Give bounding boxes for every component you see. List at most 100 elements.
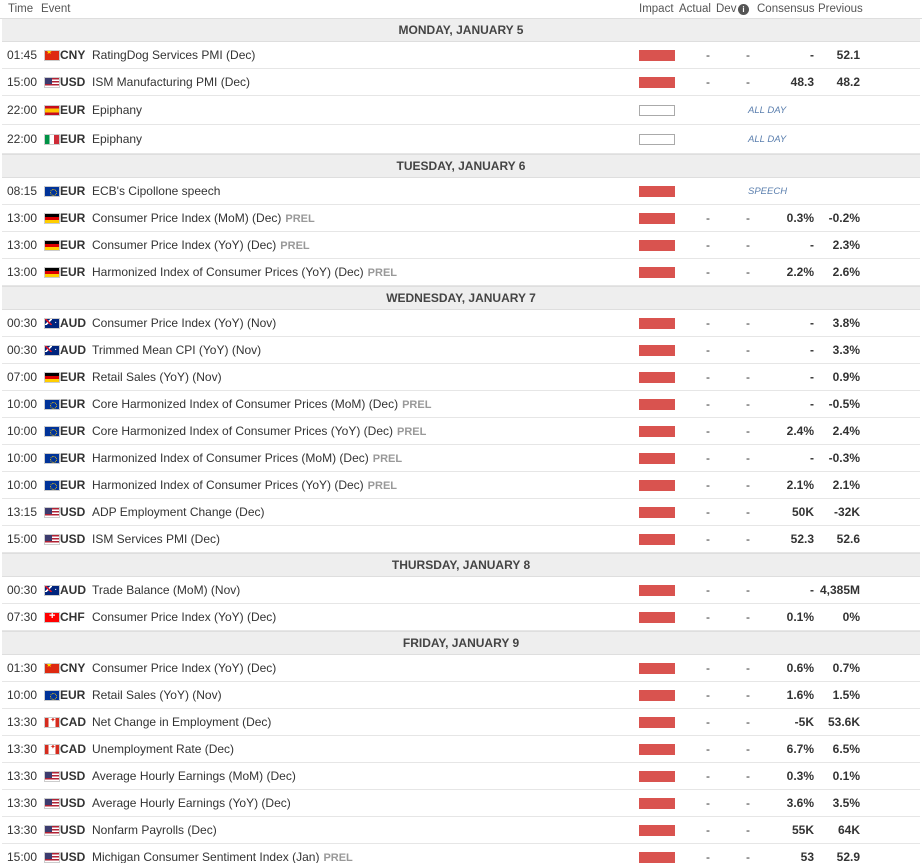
event-title[interactable]: Unemployment Rate (Dec) bbox=[92, 742, 235, 756]
event-row[interactable]: 13:30 USD Nonfarm Payrolls (Dec) - - 55K 64K bbox=[2, 817, 920, 844]
impact-bar bbox=[639, 798, 675, 809]
event-title[interactable]: Core Harmonized Index of Consumer Prices… bbox=[92, 397, 399, 411]
flag-eu-icon bbox=[44, 480, 60, 491]
event-name[interactable]: ECB's Cipollone speech bbox=[92, 184, 220, 198]
event-name[interactable]: Retail Sales (YoY) (Nov) bbox=[92, 370, 222, 384]
event-name[interactable]: ADP Employment Change (Dec) bbox=[92, 505, 265, 519]
event-row[interactable]: 22:00 EUR Epiphany ALL DAY bbox=[2, 96, 920, 125]
event-name[interactable]: Epiphany bbox=[92, 103, 142, 117]
event-title[interactable]: Harmonized Index of Consumer Prices (MoM… bbox=[92, 451, 369, 465]
event-row[interactable]: 13:30 CAD Unemployment Rate (Dec) - - 6.7% 6.5… bbox=[2, 736, 920, 763]
event-title[interactable]: ECB's Cipollone speech bbox=[92, 184, 221, 198]
consensus-value: - bbox=[810, 343, 814, 357]
event-title[interactable]: Average Hourly Earnings (MoM) (Dec) bbox=[92, 769, 296, 783]
event-name[interactable]: Trimmed Mean CPI (YoY) (Nov) bbox=[92, 343, 261, 357]
event-row[interactable]: 00:30AUDTrade Balance (MoM) (Nov)---4,38… bbox=[2, 577, 920, 604]
event-title[interactable]: Consumer Price Index (YoY) (Nov) bbox=[92, 316, 277, 330]
event-name[interactable]: Average Hourly Earnings (YoY) (Dec) bbox=[92, 796, 291, 810]
event-time: 13:30 bbox=[7, 715, 38, 729]
event-title[interactable]: Consumer Price Index (YoY) (Dec) bbox=[92, 610, 277, 624]
event-name[interactable]: Consumer Price Index (MoM) (Dec) PREL bbox=[92, 211, 315, 225]
event-row[interactable]: 13:00 EUR Harmonized Index of Consumer Pri… bbox=[2, 259, 920, 286]
event-row[interactable]: 01:45 CNY RatingDog Services PMI (Dec) - - - 5… bbox=[2, 42, 920, 69]
event-name[interactable]: ISM Services PMI (Dec) bbox=[92, 532, 220, 546]
flag-it-icon bbox=[44, 134, 60, 145]
event-currency: AUD bbox=[60, 583, 86, 597]
deviation-value: - bbox=[746, 75, 750, 89]
event-title[interactable]: Epiphany bbox=[92, 103, 143, 117]
event-row[interactable]: 10:00 EUR Core Harmonized Index of Consume… bbox=[2, 418, 920, 445]
event-title[interactable]: Retail Sales (YoY) (Nov) bbox=[92, 370, 222, 384]
event-row[interactable]: 13:30 CAD Net Change in Employment (Dec) - -… bbox=[2, 709, 920, 736]
event-title[interactable]: Harmonized Index of Consumer Prices (YoY… bbox=[92, 265, 364, 279]
event-name[interactable]: Average Hourly Earnings (MoM) (Dec) bbox=[92, 769, 296, 783]
event-row[interactable]: 10:00 EUR Retail Sales (YoY) (Nov) - - 1.6% 1.… bbox=[2, 682, 920, 709]
event-name[interactable]: Consumer Price Index (YoY) (Dec) PREL bbox=[92, 238, 310, 252]
event-row[interactable]: 15:00 USD ISM Manufacturing PMI (Dec) - - 48.… bbox=[2, 69, 920, 96]
impact-bar bbox=[639, 213, 675, 224]
event-row[interactable]: 00:30 AUD Trimmed Mean CPI (YoY) (Nov) - - - 3… bbox=[2, 337, 920, 364]
previous-value: 4,385M bbox=[819, 583, 860, 597]
event-row[interactable]: 13:00 EUR Consumer Price Index (MoM) (Dec)… bbox=[2, 205, 920, 232]
event-row[interactable]: 07:30 CHF Consumer Price Index (YoY) (Dec)… bbox=[2, 604, 920, 631]
consensus-value: 53 bbox=[800, 850, 814, 863]
event-name[interactable]: Michigan Consumer Sentiment Index (Jan) P… bbox=[92, 850, 353, 863]
event-name[interactable]: Unemployment Rate (Dec) bbox=[92, 742, 234, 756]
deviation-value: - bbox=[746, 532, 750, 546]
event-name[interactable]: ISM Manufacturing PMI (Dec) bbox=[92, 75, 250, 89]
event-title[interactable]: ISM Manufacturing PMI (Dec) bbox=[92, 75, 251, 89]
event-title[interactable]: Nonfarm Payrolls (Dec) bbox=[92, 823, 217, 837]
event-name[interactable]: Consumer Price Index (YoY) (Nov) bbox=[92, 316, 276, 330]
event-title[interactable]: Consumer Price Index (MoM) (Dec) bbox=[92, 211, 282, 225]
event-name[interactable]: Trade Balance (MoM) (Nov) bbox=[92, 583, 240, 597]
event-row[interactable]: 08:15 EUR ECB's Cipollone speech SPEECH bbox=[2, 178, 920, 205]
event-title[interactable]: RatingDog Services PMI (Dec) bbox=[92, 48, 256, 62]
event-name[interactable]: Retail Sales (YoY) (Nov) bbox=[92, 688, 222, 702]
event-title[interactable]: Net Change in Employment (Dec) bbox=[92, 715, 272, 729]
event-name[interactable]: Consumer Price Index (YoY) (Dec) bbox=[92, 610, 276, 624]
event-row[interactable]: 10:00 EUR Harmonized Index of Consumer Pri… bbox=[2, 472, 920, 499]
consensus-value: 48.3 bbox=[790, 75, 814, 89]
event-row[interactable]: 13:30 USD Average Hourly Earnings (YoY) (D… bbox=[2, 790, 920, 817]
event-title[interactable]: Core Harmonized Index of Consumer Prices… bbox=[92, 424, 394, 438]
event-title[interactable]: Harmonized Index of Consumer Prices (YoY… bbox=[92, 478, 364, 492]
event-title[interactable]: ADP Employment Change (Dec) bbox=[92, 505, 265, 519]
event-row[interactable]: 10:00 EUR Core Harmonized Index of Consume… bbox=[2, 391, 920, 418]
event-row[interactable]: 22:00 EUR Epiphany ALL DAY bbox=[2, 125, 920, 154]
event-row[interactable]: 10:00 EUR Harmonized Index of Consumer Pri… bbox=[2, 445, 920, 472]
event-name[interactable]: RatingDog Services PMI (Dec) bbox=[92, 48, 255, 62]
event-title[interactable]: Epiphany bbox=[92, 132, 143, 146]
flag-us-icon bbox=[44, 852, 60, 863]
event-name[interactable]: Harmonized Index of Consumer Prices (YoY… bbox=[92, 478, 397, 492]
info-icon[interactable]: i bbox=[738, 4, 749, 15]
event-row[interactable]: 13:00 EUR Consumer Price Index (YoY) (Dec)… bbox=[2, 232, 920, 259]
event-title[interactable]: Retail Sales (YoY) (Nov) bbox=[92, 688, 222, 702]
event-name[interactable]: Core Harmonized Index of Consumer Prices… bbox=[92, 397, 431, 411]
event-name[interactable]: Net Change in Employment (Dec) bbox=[92, 715, 271, 729]
consensus-value: - bbox=[810, 238, 814, 252]
event-title[interactable]: Consumer Price Index (YoY) (Dec) bbox=[92, 238, 277, 252]
event-name[interactable]: Harmonized Index of Consumer Prices (YoY… bbox=[92, 265, 397, 279]
previous-value: 2.3% bbox=[832, 238, 860, 252]
event-row[interactable]: 13:15 USD ADP Employment Change (Dec) - - 50K… bbox=[2, 499, 920, 526]
event-row[interactable]: 15:00 USD Michigan Consumer Sentiment Inde… bbox=[2, 844, 920, 863]
flag-us-icon bbox=[44, 507, 60, 518]
event-title[interactable]: Average Hourly Earnings (YoY) (Dec) bbox=[92, 796, 291, 810]
event-title[interactable]: Trimmed Mean CPI (YoY) (Nov) bbox=[92, 343, 262, 357]
event-row[interactable]: 13:30 USD Average Hourly Earnings (MoM) (D… bbox=[2, 763, 920, 790]
event-name[interactable]: Harmonized Index of Consumer Prices (MoM… bbox=[92, 451, 402, 465]
event-name[interactable]: Core Harmonized Index of Consumer Prices… bbox=[92, 424, 426, 438]
event-name[interactable]: Consumer Price Index (YoY) (Dec) bbox=[92, 661, 276, 675]
flag-us-icon bbox=[44, 825, 60, 836]
event-title[interactable]: Michigan Consumer Sentiment Index (Jan) bbox=[92, 850, 320, 863]
deviation-value: - bbox=[746, 370, 750, 384]
event-name[interactable]: Epiphany bbox=[92, 132, 142, 146]
event-row[interactable]: 00:30 AUD Consumer Price Index (YoY) (Nov)… bbox=[2, 310, 920, 337]
event-row[interactable]: 15:00 USD ISM Services PMI (Dec) - - 52.3 52.6 bbox=[2, 526, 920, 553]
event-name[interactable]: Nonfarm Payrolls (Dec) bbox=[92, 823, 217, 837]
event-title[interactable]: Consumer Price Index (YoY) (Dec) bbox=[92, 661, 277, 675]
event-title[interactable]: ISM Services PMI (Dec) bbox=[92, 532, 221, 546]
event-row[interactable]: 07:00 EUR Retail Sales (YoY) (Nov) - - - 0.9% bbox=[2, 364, 920, 391]
event-title[interactable]: Trade Balance (MoM) (Nov) bbox=[92, 583, 241, 597]
event-row[interactable]: 01:30 CNY Consumer Price Index (YoY) (Dec)… bbox=[2, 655, 920, 682]
